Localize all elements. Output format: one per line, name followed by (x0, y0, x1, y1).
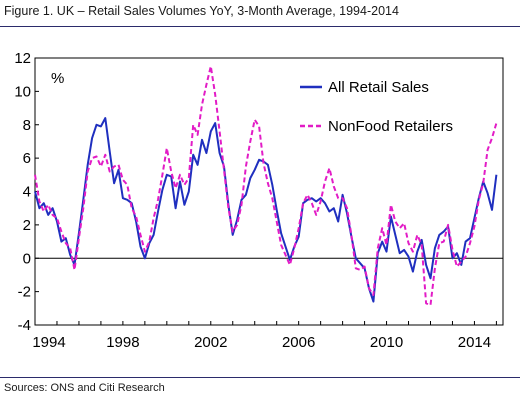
y-tick-label: -4 (18, 317, 31, 334)
x-tick-label: 1998 (106, 334, 139, 351)
y-tick-label: 0 (23, 250, 31, 267)
x-tick-label: 2010 (370, 334, 403, 351)
legend: All Retail Sales NonFood Retailers (300, 79, 453, 135)
legend-label: All Retail Sales (328, 79, 429, 96)
y-tick-label: 8 (23, 117, 31, 134)
x-tick-label: 2006 (282, 334, 315, 351)
y-tick-label: 10 (14, 83, 31, 100)
legend-label: NonFood Retailers (328, 118, 453, 135)
line-chart: -4 -2 0 2 4 6 8 10 12 1994 1998 2002 2006 2010 2014 Al… (0, 27, 520, 377)
top-rule (0, 26, 520, 27)
series-layer (34, 65, 498, 306)
series-line-nonfood-retailers (34, 65, 498, 306)
series-line-all-retail-sales (34, 117, 498, 303)
x-tick-label: 2002 (194, 334, 227, 351)
unit-label: % (51, 70, 64, 87)
bottom-rule (0, 377, 520, 378)
x-tick-label: 2014 (458, 334, 491, 351)
source-note: Sources: ONS and Citi Research (4, 382, 165, 394)
y-tick-label: 4 (23, 184, 31, 201)
x-tick-label: 1994 (32, 334, 65, 351)
y-tick-label: 2 (23, 217, 31, 234)
chart-background (0, 27, 520, 377)
y-tick-label: -2 (18, 284, 31, 301)
y-tick-label: 12 (14, 50, 31, 67)
figure-title: Figure 1. UK – Retail Sales Volumes YoY,… (4, 4, 399, 18)
y-tick-label: 6 (23, 150, 31, 167)
